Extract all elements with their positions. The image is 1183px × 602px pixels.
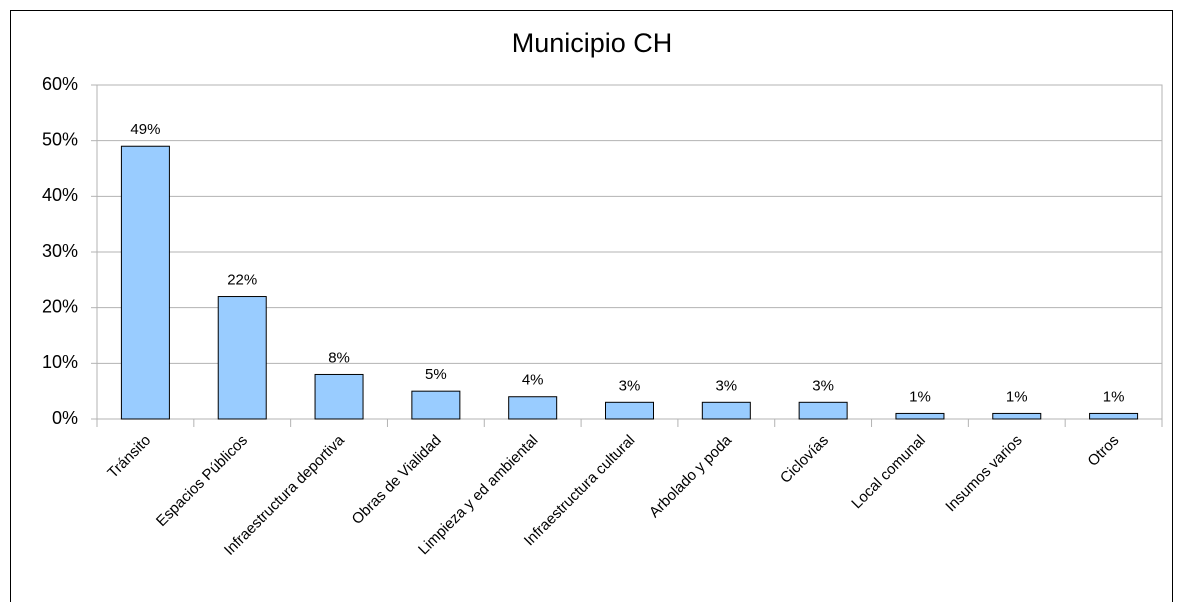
x-tick-label: Obras de Vialidad [349,432,445,528]
data-label: 1% [909,388,931,405]
data-label: 49% [130,121,160,138]
data-label: 8% [328,349,350,366]
bar [508,396,558,420]
x-tick-label: Local comunal [848,432,928,512]
chart-frame [10,10,1173,602]
y-tick-label: 20% [42,296,78,316]
bar [120,145,170,420]
bar [411,390,461,420]
data-label: 22% [227,272,257,289]
data-label: 3% [619,377,641,394]
y-tick-label: 0% [52,408,78,428]
bar [798,401,848,420]
x-tick-label: Insumos varios [942,432,1025,515]
x-tick-label: Infraestructura cultural [521,432,639,550]
x-tick-label: Tránsito [104,432,154,482]
data-label: 1% [1006,388,1028,405]
data-label: 3% [812,377,834,394]
x-tick-label: Otros [1084,432,1122,470]
x-tick-label: Ciclovías [777,432,832,487]
data-label: 3% [715,377,737,394]
bar [314,373,364,420]
bar [1089,412,1139,420]
y-tick-label: 50% [42,129,78,149]
y-tick-label: 60% [42,74,78,94]
y-tick-label: 10% [42,352,78,372]
y-tick-label: 40% [42,185,78,205]
x-tick-label: Arbolado y poda [646,431,736,521]
data-label: 1% [1103,388,1125,405]
bar [895,412,945,420]
bar [217,296,267,420]
bar [992,412,1042,420]
data-label: 4% [522,372,544,389]
bar [701,401,751,420]
x-tick-label: Espacios Públicos [153,432,251,530]
data-label: 5% [425,366,447,383]
y-tick-label: 30% [42,241,78,261]
chart-title: Municipio CH [512,28,673,58]
bar [605,401,654,420]
